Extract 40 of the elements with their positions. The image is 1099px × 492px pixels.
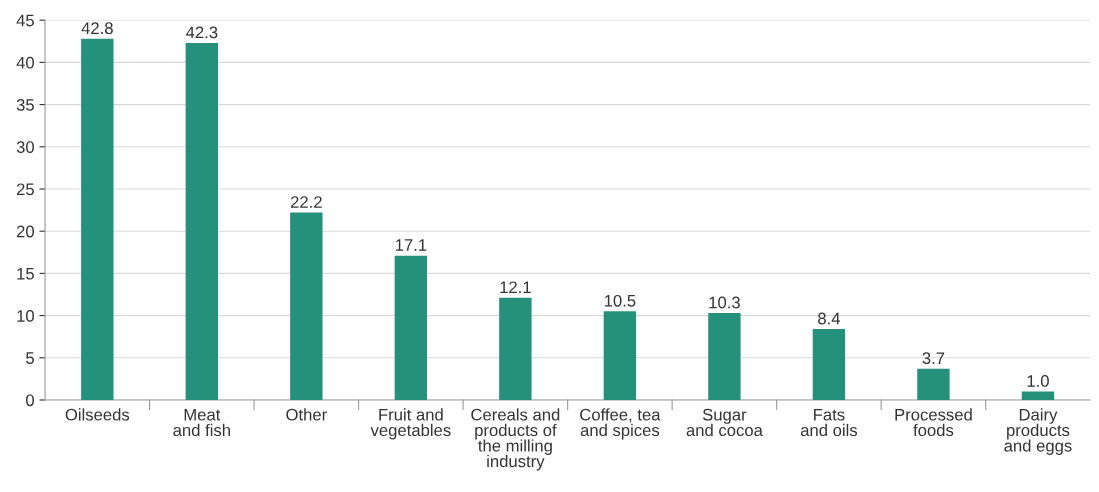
x-tick-label: Fruit and vegetables [370, 408, 451, 440]
x-tick-label: Sugar and cocoa [686, 408, 763, 437]
bar [708, 313, 741, 400]
bar [290, 212, 323, 400]
data-label: 22.2 [290, 196, 322, 208]
data-label: 42.8 [81, 22, 113, 35]
x-tick-label: Oilseeds [65, 408, 130, 421]
y-tick-label: 20 [16, 225, 34, 238]
bar [812, 329, 846, 400]
data-label: 10.5 [604, 294, 636, 307]
y-tick-label: 35 [16, 98, 34, 111]
x-tick-label: Processed foods [895, 408, 972, 437]
x-tick-label: Fats and oils [800, 408, 858, 437]
y-tick-label: 0 [26, 394, 34, 407]
data-label: 42.3 [186, 26, 218, 39]
bar [917, 368, 950, 400]
data-label: 8.4 [818, 312, 841, 325]
data-label: 10.3 [709, 296, 740, 309]
y-tick-label: 45 [16, 14, 34, 27]
data-label: 3.7 [922, 352, 945, 365]
y-tick-label: 15 [17, 267, 34, 280]
y-tick-label: 25 [16, 183, 34, 196]
x-tick-label: Coffee, tea and spices [580, 408, 661, 440]
bar [603, 311, 637, 400]
bar [499, 297, 532, 400]
bar [394, 255, 428, 400]
y-tick-label: 30 [16, 141, 34, 153]
y-tick-label: 10 [17, 309, 34, 322]
data-label: 17.1 [395, 239, 427, 251]
bar [185, 42, 219, 400]
x-tick-label: Other [286, 408, 327, 421]
data-label: 1.0 [1027, 375, 1049, 387]
y-tick-label: 40 [16, 56, 34, 69]
y-tick-label: 5 [26, 352, 34, 364]
x-tick-label: Meat and fish [173, 408, 230, 437]
x-tick-label: Dairy products and eggs [1004, 408, 1072, 455]
x-tick-label: Cereals and products of the milling industry [471, 408, 560, 471]
bar [1021, 391, 1055, 400]
bar [81, 38, 114, 400]
data-label: 12.1 [500, 281, 531, 294]
